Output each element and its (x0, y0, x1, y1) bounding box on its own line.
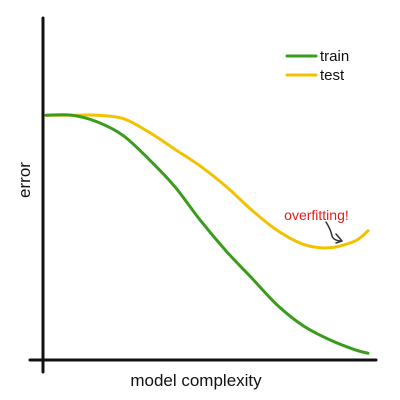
annotation-overfitting: overfitting! (284, 207, 349, 223)
legend-label-train: train (320, 48, 349, 65)
series-line-train (44, 113, 370, 355)
x-axis-label: model complexity (130, 371, 262, 390)
series-layer (44, 113, 370, 355)
legend: train test (285, 48, 349, 84)
overfitting-arrow (325, 221, 343, 244)
series-line-test (44, 113, 370, 250)
legend-label-test: test (320, 67, 345, 84)
y-axis-label: error (15, 162, 34, 198)
annotations: overfitting! (284, 207, 349, 223)
